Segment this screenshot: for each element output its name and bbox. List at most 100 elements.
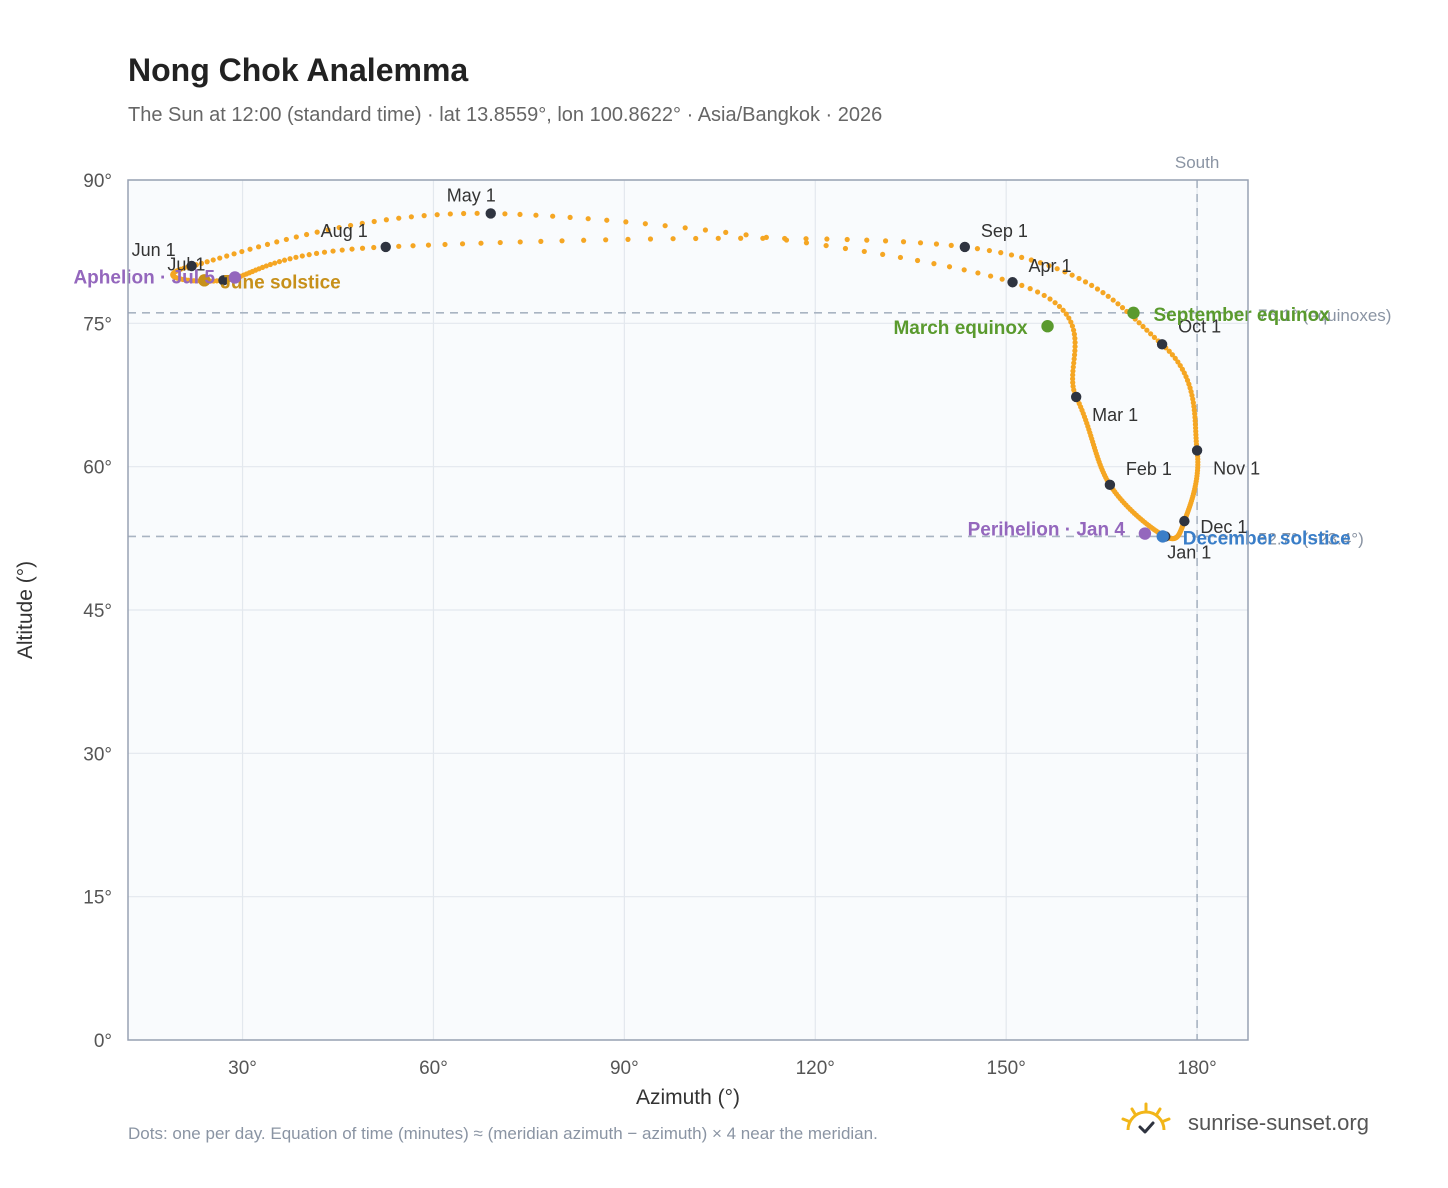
daily-sun-dot: [299, 253, 305, 259]
daily-sun-dot: [408, 214, 414, 220]
daily-sun-dot: [442, 241, 448, 248]
south-label: South: [1175, 153, 1219, 172]
daily-sun-dot: [359, 220, 365, 226]
daily-sun-dot: [1062, 269, 1068, 275]
daily-sun-dot: [1071, 352, 1078, 358]
daily-sun-dot: [1027, 286, 1033, 292]
daily-sun-dot: [1066, 315, 1072, 321]
y-axis-label: Altitude (°): [14, 561, 37, 659]
event-marker: [1127, 306, 1140, 320]
daily-sun-dot: [255, 244, 262, 250]
daily-sun-dot: [1019, 282, 1025, 288]
daily-sun-dot: [533, 212, 539, 218]
event-markers: March equinox September equinox June solst…: [73, 267, 1350, 549]
altitude-reference-label: 76.1° (equinoxes): [1258, 306, 1391, 325]
daily-sun-dot: [263, 263, 269, 269]
month-marker: [218, 275, 229, 286]
daily-sun-dot: [1105, 293, 1111, 299]
daily-sun-dot: [1151, 334, 1158, 341]
daily-sun-dot: [880, 251, 886, 258]
daily-sun-dot: [459, 241, 466, 247]
daily-sun-dot: [803, 236, 809, 242]
x-axis-label: Azimuth (°): [636, 1086, 740, 1109]
daily-sun-dot: [861, 248, 867, 255]
month-marker: [186, 260, 197, 272]
daily-sun-dot: [347, 222, 354, 229]
daily-sun-dot: [917, 240, 924, 246]
month-label: Jan 1: [1167, 542, 1211, 562]
daily-sun-dot: [224, 253, 230, 259]
daily-sun-dot: [359, 245, 366, 251]
daily-sun-dot: [267, 261, 273, 268]
daily-sun-dot: [1144, 327, 1150, 333]
daily-sun-dot: [585, 216, 591, 222]
month-label: Oct 1: [1178, 316, 1221, 336]
daily-sun-dot: [933, 241, 940, 247]
sun-logo-icon: [1118, 1100, 1174, 1145]
month-marker: [485, 208, 496, 219]
daily-sun-dot: [550, 213, 556, 219]
event-label: June solstice: [220, 272, 340, 293]
daily-sun-dot: [647, 236, 654, 242]
y-tick-label: 15°: [83, 888, 112, 909]
daily-sun-dot: [396, 215, 402, 221]
daily-sun-dot: [1072, 339, 1078, 346]
daily-sun-dot: [823, 242, 829, 249]
daily-sun-dot: [987, 273, 994, 279]
daily-sun-dot: [961, 267, 967, 273]
daily-sun-dot: [306, 252, 312, 258]
daily-sun-dot: [1028, 257, 1034, 263]
daily-sun-dot: [247, 246, 253, 252]
daily-sun-dot: [1072, 335, 1078, 341]
month-label: Apr 1: [1029, 256, 1072, 276]
y-axis-ticks: 0° 15° 30° 45° 60° 75° 90°: [83, 171, 112, 1052]
x-tick-label: 120°: [796, 1058, 835, 1079]
daily-sun-dot: [948, 242, 954, 248]
brand[interactable]: sunrise-sunset.org: [1118, 1100, 1369, 1145]
daily-sun-dot: [1019, 254, 1025, 260]
daily-sun-dot: [623, 219, 629, 225]
month-label: Aug 1: [321, 221, 368, 241]
daily-sun-dot: [738, 235, 744, 241]
month-label: Jul 1: [167, 254, 205, 274]
daily-sun-dot: [287, 256, 293, 262]
daily-sun-dot: [314, 229, 320, 235]
daily-sun-dot: [217, 255, 223, 261]
daily-sun-dot: [914, 257, 921, 264]
daily-sun-dot: [567, 214, 573, 220]
month-label: Mar 1: [1092, 405, 1138, 425]
y-tick-label: 90°: [83, 171, 112, 192]
daily-sun-dot: [339, 247, 345, 253]
daily-sun-dot: [421, 213, 427, 219]
daily-sun-dot: [1172, 355, 1178, 361]
daily-sun-dot: [231, 251, 237, 257]
daily-sun-dot: [1071, 331, 1077, 337]
daily-sun-dot: [239, 248, 245, 255]
event-label: December solstice: [1183, 528, 1351, 549]
y-tick-label: 60°: [83, 458, 112, 479]
daily-sun-dot: [1068, 319, 1074, 325]
daily-sun-dot: [625, 236, 631, 242]
x-tick-label: 90°: [610, 1058, 639, 1079]
daily-sun-dot: [844, 236, 850, 243]
y-tick-label: 0°: [94, 1031, 112, 1052]
daily-sun-dot: [842, 245, 849, 252]
month-marker: [1007, 277, 1018, 288]
daily-sun-dot: [662, 223, 668, 229]
daily-sun-dot: [1069, 323, 1076, 329]
month-label: Sep 1: [981, 221, 1028, 241]
daily-sun-dot: [276, 258, 283, 265]
daily-sun-dot: [1076, 275, 1082, 282]
daily-sun-dot: [1041, 292, 1047, 299]
month-marker: [1156, 339, 1168, 350]
daily-sun-dot: [517, 239, 523, 245]
month-marker: [1104, 479, 1116, 491]
daily-sun-dot: [447, 211, 453, 217]
event-marker: [198, 274, 211, 287]
daily-sun-dot: [204, 259, 210, 265]
daily-sun-dot: [1037, 260, 1044, 266]
month-label: May 1: [447, 185, 496, 205]
y-tick-label: 75°: [83, 314, 112, 335]
daily-sun-dot: [760, 235, 766, 241]
